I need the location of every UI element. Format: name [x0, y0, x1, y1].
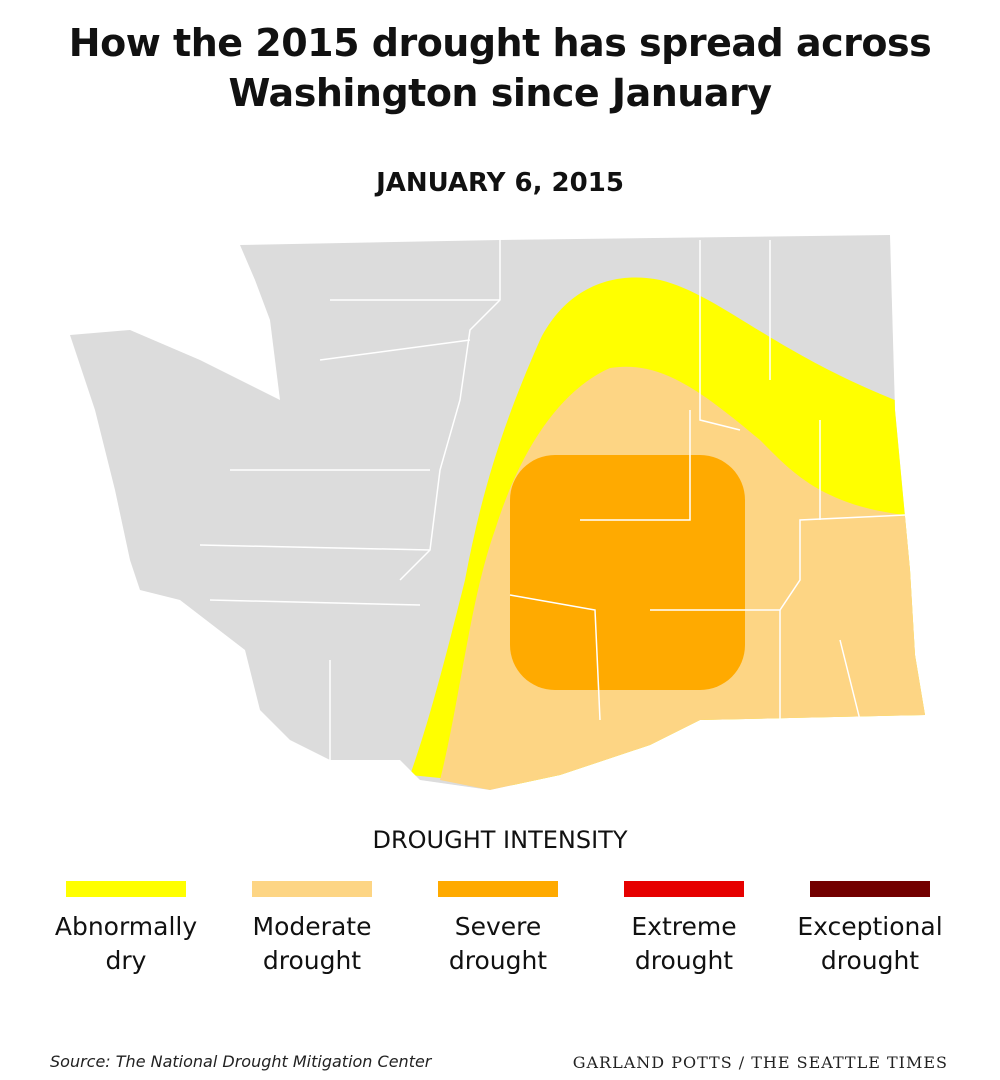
credit: GARLAND POTTS / THE SEATTLE TIMES — [572, 1053, 948, 1072]
legend-swatch — [66, 881, 186, 897]
legend-label: Moderate drought — [252, 912, 372, 975]
legend-swatch — [810, 881, 930, 897]
map-title: How the 2015 drought has spread across W… — [68, 21, 932, 115]
legend-label: Exceptional drought — [797, 912, 943, 975]
legend-label: Extreme drought — [631, 912, 737, 975]
county-lines — [199, 240, 906, 760]
source-note: Source: The National Drought Mitigation … — [50, 1052, 432, 1071]
legend-label: Abnormally dry — [54, 912, 198, 975]
map-date: JANUARY 6, 2015 — [376, 168, 624, 198]
washington-map — [70, 235, 925, 790]
legend-label: Severe drought — [448, 912, 548, 975]
severe-drought-zone — [510, 455, 745, 690]
legend-title: DROUGHT INTENSITY — [372, 826, 628, 854]
legend-swatch — [438, 881, 558, 897]
legend-swatch — [252, 881, 372, 897]
legend-swatch — [624, 881, 744, 897]
